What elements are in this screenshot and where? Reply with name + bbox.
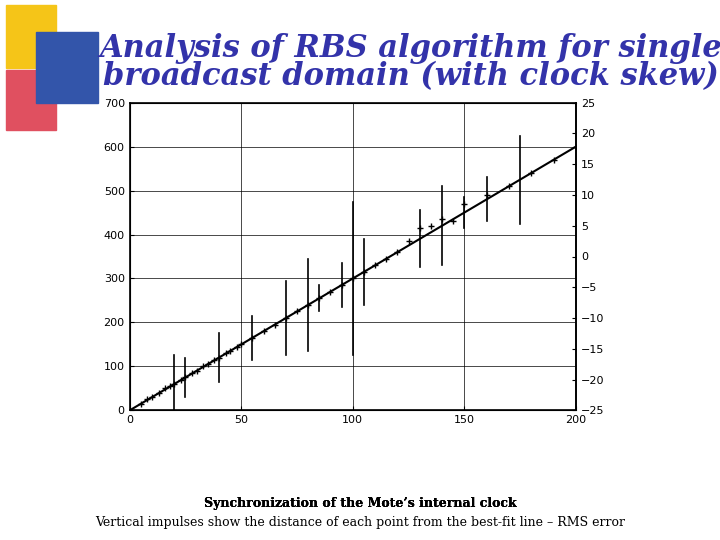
Text: Analysis of RBS algorithm for single: Analysis of RBS algorithm for single [99, 33, 720, 64]
Bar [36, 32, 99, 103]
Text: broadcast domain (with clock skew): broadcast domain (with clock skew) [102, 61, 719, 92]
Bar [6, 70, 55, 130]
Bar [6, 5, 55, 68]
Text: Time (sec): Time (sec) [269, 453, 351, 467]
Text: Synchronization of the Mote’s internal clock: Synchronization of the Mote’s internal c… [204, 497, 516, 510]
Text: Synchronization of the Mote’s internal clock: Synchronization of the Mote’s internal c… [204, 497, 516, 510]
Text: Phase offset (usec): Phase offset (usec) [49, 190, 63, 323]
Text: Fit error (usec): Fit error (usec) [621, 202, 635, 310]
Text: Vertical impulses show the distance of each point from the best-fit line – RMS e: Vertical impulses show the distance of e… [95, 516, 625, 529]
Text: Synchronization of the Mote’s internal clock: Synchronization of the Mote’s internal c… [204, 497, 516, 510]
